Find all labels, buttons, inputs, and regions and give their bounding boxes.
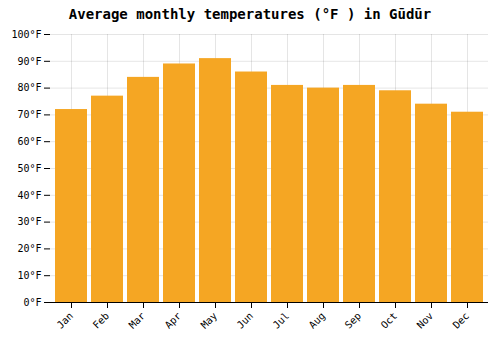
svg-text:Jul: Jul xyxy=(271,310,292,331)
svg-text:50°F: 50°F xyxy=(17,163,41,174)
svg-text:Sep: Sep xyxy=(343,310,364,331)
svg-text:10°F: 10°F xyxy=(17,270,41,281)
svg-text:Aug: Aug xyxy=(307,310,328,331)
svg-text:May: May xyxy=(199,310,220,331)
svg-text:80°F: 80°F xyxy=(17,82,41,93)
svg-text:Jun: Jun xyxy=(235,310,256,331)
svg-text:Apr: Apr xyxy=(163,310,184,331)
svg-text:40°F: 40°F xyxy=(17,190,41,201)
svg-text:0°F: 0°F xyxy=(23,297,41,308)
svg-text:Nov: Nov xyxy=(415,310,436,331)
svg-text:Dec: Dec xyxy=(451,310,472,331)
svg-text:100°F: 100°F xyxy=(11,29,41,40)
html-text:Average monthly temperatures (: Average monthly temperatures (°F ) in Gū… xyxy=(68,6,432,22)
svg-text:Jan: Jan xyxy=(55,310,76,331)
svg-text:Oct: Oct xyxy=(379,310,400,331)
svg-text:30°F: 30°F xyxy=(17,216,41,227)
svg-text:Mar: Mar xyxy=(127,310,148,331)
svg-text:70°F: 70°F xyxy=(17,109,41,120)
svg-text:90°F: 90°F xyxy=(17,56,41,67)
svg-text:Feb: Feb xyxy=(91,310,112,331)
svg-text:60°F: 60°F xyxy=(17,136,41,147)
svg-text:20°F: 20°F xyxy=(17,243,41,254)
